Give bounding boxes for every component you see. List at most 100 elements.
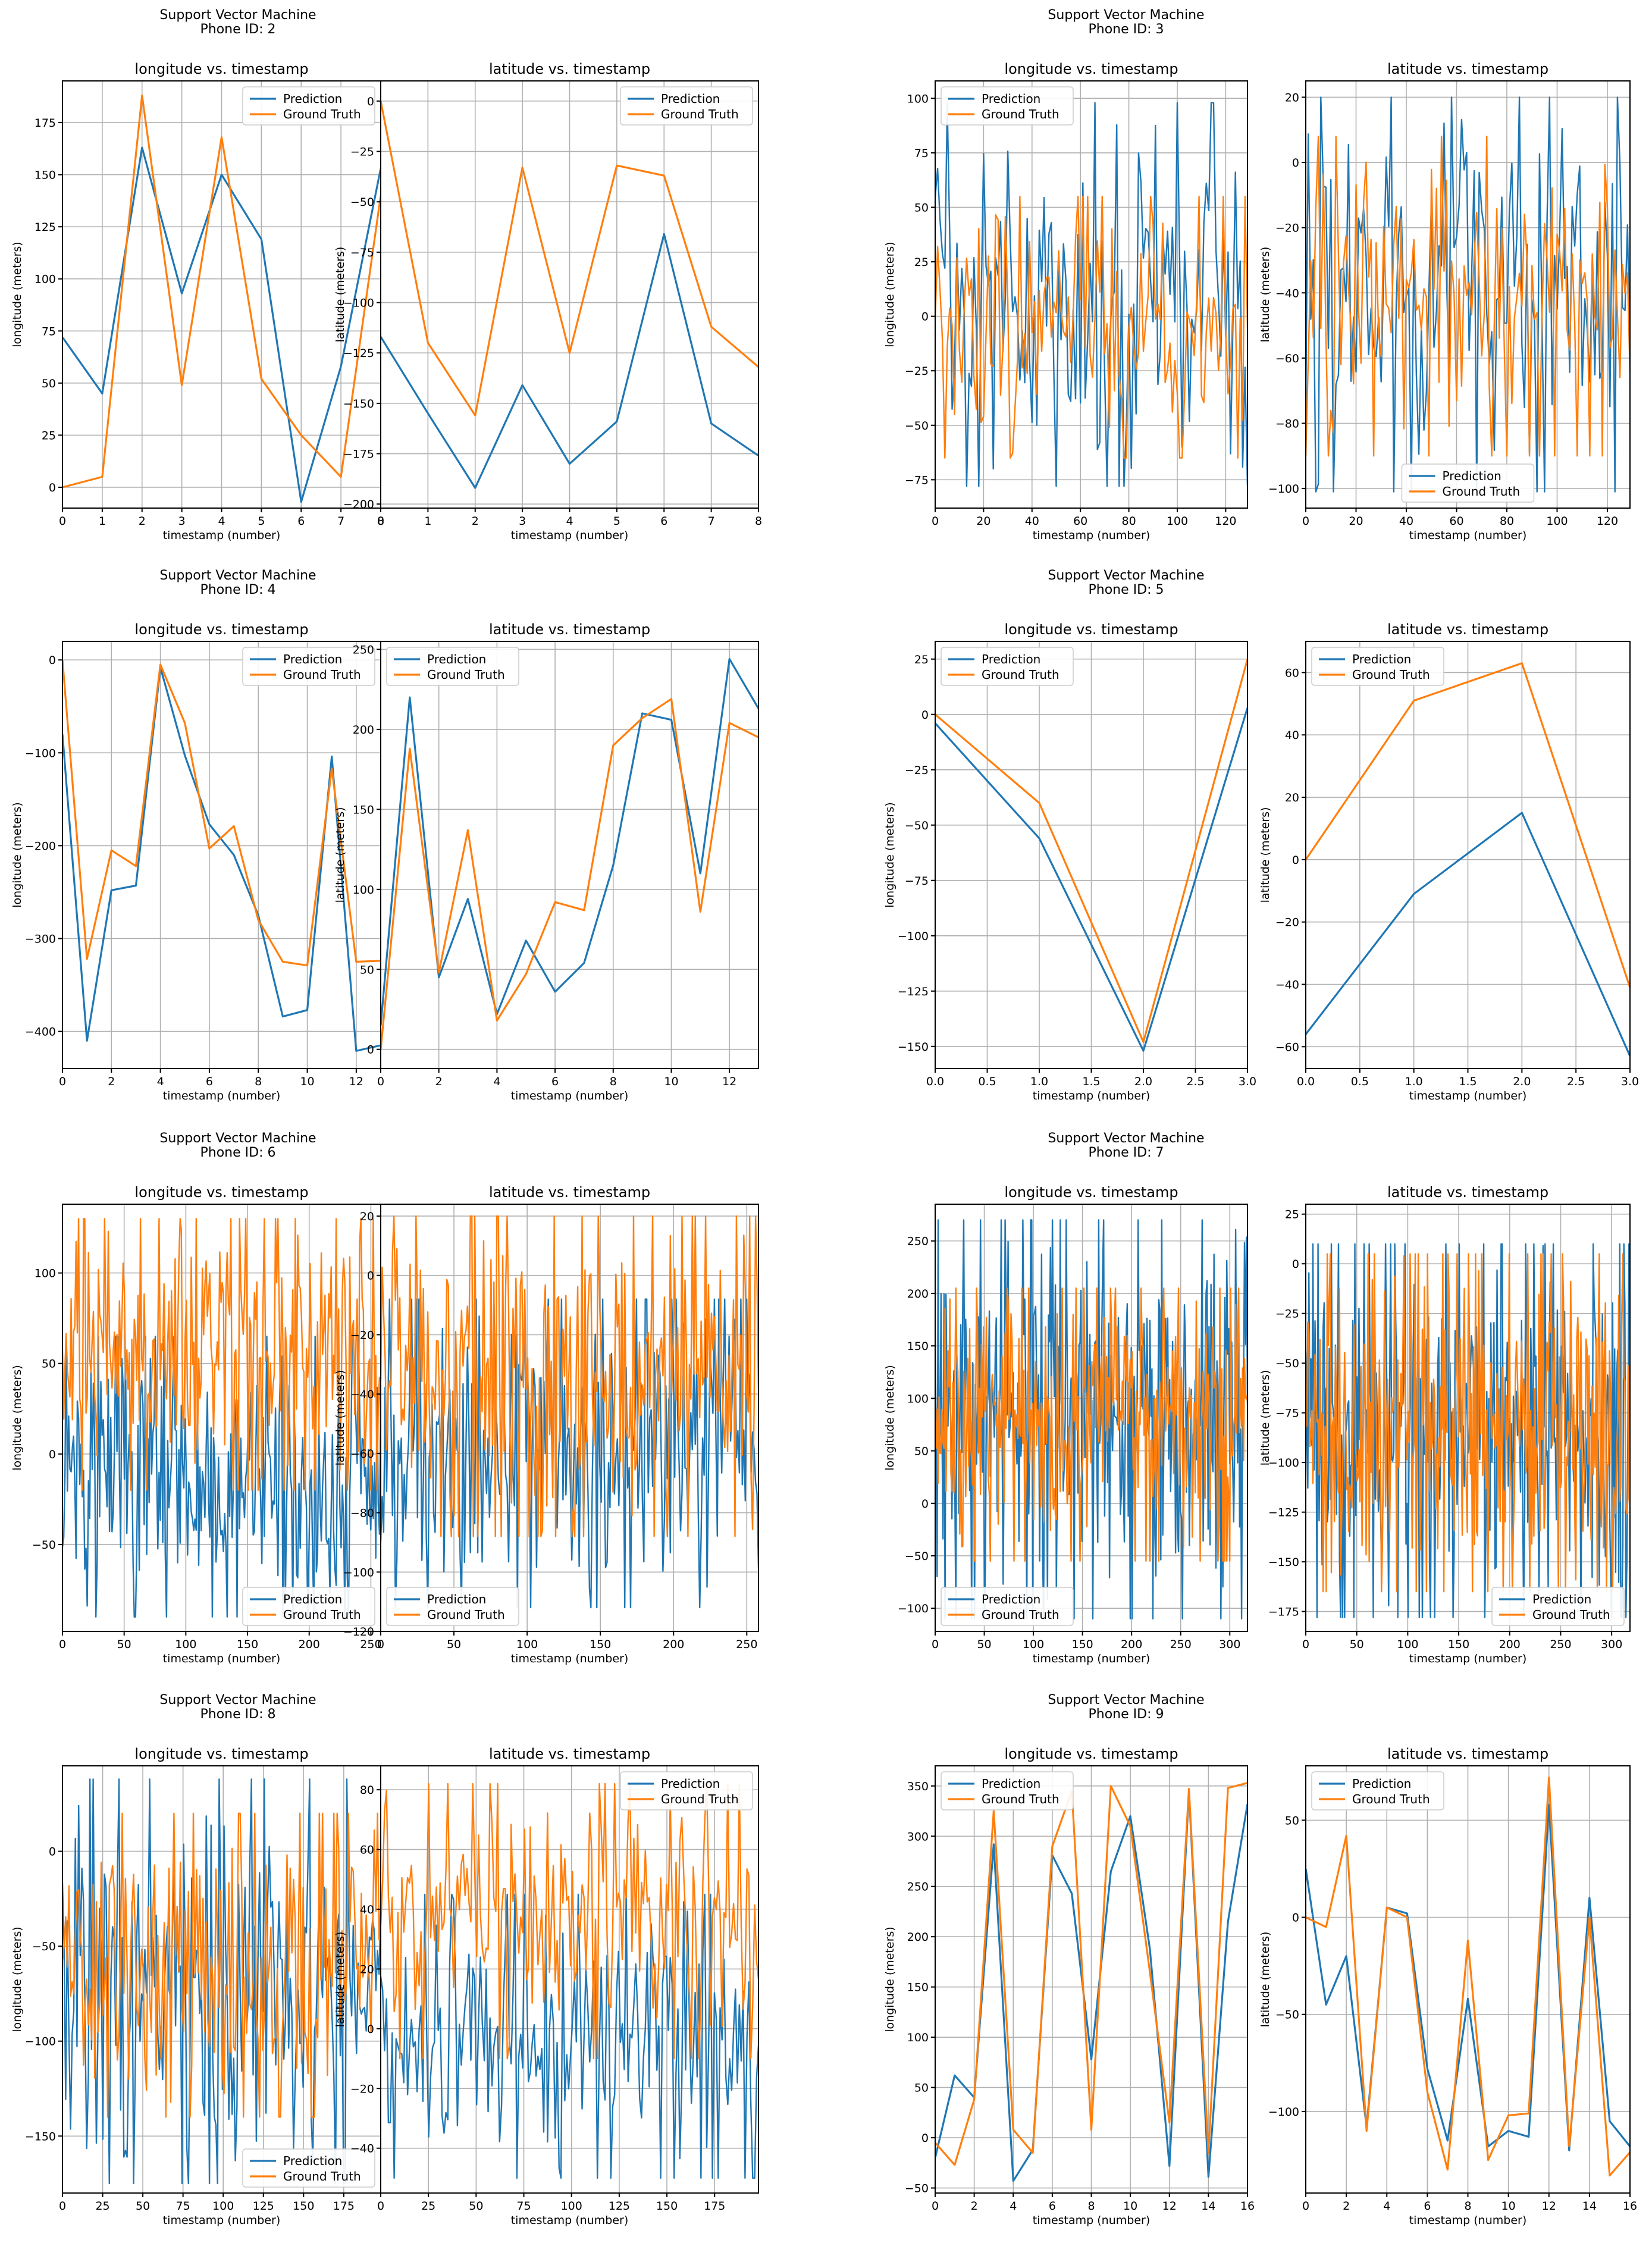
panel-latitude: latitude vs. timestamp 0.0 0.5 1.0 1.5 2.0 2.5… [1259,621,1639,1102]
y-tick-label: −100 [1268,1456,1299,1470]
y-tick-label: −20 [1275,222,1299,235]
y-tick-label: 80 [360,1784,374,1797]
ground-truth-line [935,659,1247,1043]
y-tick-label: −100 [898,1602,929,1615]
x-tick-label: 10 [1123,2200,1137,2213]
x-tick-label: 25 [95,2200,109,2213]
ground-truth-line [1306,662,1630,988]
x-tick-label: 10 [300,1075,314,1088]
y-tick-label: 0 [49,481,56,494]
y-tick-label: 100 [907,2031,929,2044]
x-tick-label: 0 [377,1638,384,1651]
y-tick-label: −100 [1268,483,1299,496]
prediction-line [935,707,1247,1052]
x-tick-label: 8 [1087,2200,1095,2213]
x-tick-label: 8 [377,515,384,528]
x-tick-label: 3 [178,515,186,528]
y-tick-label: −125 [343,347,374,360]
x-tick-label: 75 [516,2200,531,2213]
x-tick-label: 8 [255,1075,262,1088]
x-tick-label: 250 [360,1638,381,1651]
legend-box [1311,647,1444,686]
y-tick-label: −60 [1275,352,1299,365]
y-tick-label: 20 [1285,791,1299,804]
y-tick-label: 0 [367,95,374,108]
ground-truth-line [381,698,758,1050]
x-tick-label: 12 [1542,2200,1556,2213]
x-tick-label: 50 [1350,1638,1364,1651]
panel-title: latitude vs. timestamp [489,61,650,77]
x-tick-label: 0 [377,515,384,528]
y-tick-label: −400 [25,1026,56,1039]
y-tick-label: 50 [42,377,56,390]
x-axis-label: timestamp (number) [1033,2214,1151,2227]
y-tick-label: 200 [907,1287,929,1301]
x-tick-label: 250 [1170,1638,1192,1651]
y-axis-label: latitude (meters) [1259,1370,1272,1466]
y-tick-label: −125 [898,985,929,998]
x-tick-label: 150 [237,1638,258,1651]
y-tick-label: −50 [905,1550,929,1563]
y-tick-label: −200 [343,498,374,511]
legend-box [620,1771,753,1810]
panel-title: longitude vs. timestamp [1004,1746,1178,1762]
y-tick-label: 40 [1285,729,1299,742]
figure-title: Support Vector Machine [159,568,316,583]
y-tick-label: −25 [350,146,374,159]
y-tick-label: −150 [898,1041,929,1054]
plot-frame [1305,80,1631,509]
x-axis-label: timestamp (number) [163,2214,281,2227]
x-tick-label: 8 [610,1075,617,1088]
x-tick-label: 200 [1499,1638,1521,1651]
ground-truth-line [381,1783,758,2060]
y-tick-label: −40 [1275,978,1299,991]
y-tick-label: 0 [921,311,929,324]
y-axis-label: longitude (meters) [11,1926,24,2032]
y-axis-label: latitude (meters) [1259,1932,1272,2028]
y-tick-label: −300 [25,932,56,945]
y-tick-label: 20 [360,1210,374,1223]
panel-latitude: latitude vs. timestamp 0 20 40 60 80 100 120 −10… [1259,61,1631,542]
y-tick-label: 250 [907,1881,929,1894]
y-tick-label: −50 [1275,2009,1299,2022]
y-tick-label: 0 [49,1448,56,1461]
x-tick-label: 60 [1073,515,1087,528]
x-tick-label: 250 [736,1638,757,1651]
y-tick-label: 25 [914,653,929,666]
x-tick-label: 60 [1449,515,1463,528]
y-tick-label: −75 [350,246,374,259]
x-tick-label: 1 [424,515,431,528]
x-axis-label: timestamp (number) [1033,529,1151,542]
prediction-line [381,233,758,489]
y-tick-label: −40 [1275,287,1299,300]
legend-prediction-label: Prediction [1532,1592,1591,1606]
panel-longitude: longitude vs. timestamp 0 2 4 6 8 10 12 14 16 350 3… [883,1746,1255,2227]
plot-frame [935,641,1248,1069]
x-tick-label: 75 [176,2200,190,2213]
y-tick-label: 100 [35,1267,56,1280]
panel-longitude: longitude vs. timestamp 0 20 40 60 80 100 120 −7… [883,61,1248,542]
x-tick-label: 40 [1025,515,1039,528]
y-tick-label: −60 [350,1448,374,1461]
y-tick-label: −100 [898,930,929,943]
x-axis-label: timestamp (number) [1033,1089,1151,1102]
x-tick-label: 0 [59,2200,66,2213]
panel-title: latitude vs. timestamp [489,1746,650,1762]
x-tick-label: 0.0 [1297,1075,1315,1088]
y-tick-label: −50 [905,2182,929,2195]
x-tick-label: 2 [108,1075,115,1088]
x-tick-label: 80 [1121,515,1136,528]
y-axis-label: latitude (meters) [1259,247,1272,343]
legend-prediction-label: Prediction [283,652,342,666]
y-tick-label: −100 [25,2035,56,2048]
x-tick-label: 250 [1550,1638,1571,1651]
y-tick-label: 250 [907,1235,929,1248]
